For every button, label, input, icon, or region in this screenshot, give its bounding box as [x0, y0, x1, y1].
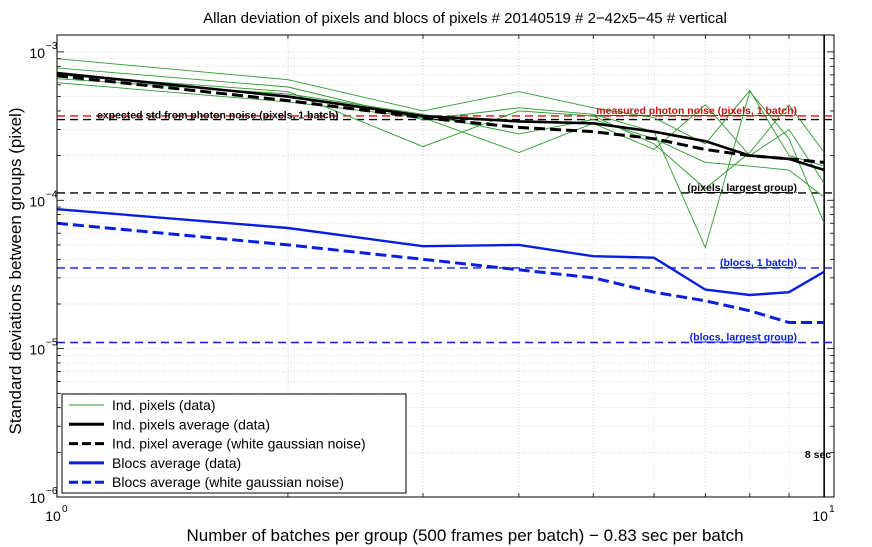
y-tick-label: 10 −4 [29, 189, 57, 209]
y-tick-base: 10 [29, 193, 45, 209]
reference-line-label: (blocs, 1 batch) [720, 257, 797, 269]
individual-pixel-line [56, 78, 825, 198]
legend-entry: Blocs average (data) [112, 455, 241, 471]
reference-line-label: (pixels, largest group) [687, 182, 797, 194]
x-tick-label: 10 0 [45, 504, 68, 524]
blocs-average-gaussian-line [56, 221, 825, 324]
reference-line-label: measured photon noise (pixels, 1 batch) [596, 105, 797, 117]
individual-pixel-line [56, 58, 825, 167]
y-tick-label: 10 −3 [29, 41, 57, 61]
legend-entry: Ind. pixels average (data) [112, 416, 270, 432]
y-tick-exponent: −4 [46, 189, 58, 200]
y-tick-label: 10 −6 [29, 486, 57, 506]
y-axis-label: Standard deviations between groups (pixe… [6, 108, 25, 435]
x-tick-exponent: 0 [62, 504, 68, 515]
legend-entry: Ind. pixel average (white gaussian noise… [112, 436, 366, 452]
vertical-marker-label: 8 sec [805, 449, 831, 461]
legend-entry: Blocs average (white gaussian noise) [112, 474, 344, 490]
individual-pixel-line [56, 67, 825, 249]
blocs-average-line [56, 208, 825, 297]
legend: Ind. pixels (data) Ind. pixels average (d… [61, 393, 407, 494]
pixel-average-gaussian-line [56, 74, 825, 164]
y-tick-base: 10 [29, 342, 45, 358]
axis-ticks: 10 0 10 110 −610 −510 −410 −3 [29, 35, 835, 524]
reference-line-label: expected std from photon noise (pixels, … [97, 110, 339, 122]
individual-pixel-line [56, 74, 825, 190]
reference-line-label: (blocs, largest group) [690, 331, 797, 343]
x-tick-exponent: 1 [829, 504, 835, 515]
y-tick-base: 10 [29, 45, 45, 61]
legend-box [61, 393, 407, 494]
y-tick-exponent: −3 [46, 41, 58, 52]
data-series [56, 58, 825, 324]
y-tick-base: 10 [29, 490, 45, 506]
y-tick-exponent: −6 [46, 486, 58, 497]
chart-title: Allan deviation of pixels and blocs of p… [203, 10, 727, 27]
annotations: measured photon noise (pixels, 1 batch) e… [97, 105, 831, 461]
reference-lines [57, 35, 834, 497]
x-tick-base: 10 [45, 508, 61, 524]
pixels-average-line [56, 71, 825, 172]
x-tick-label: 10 1 [812, 504, 835, 524]
y-tick-label: 10 −5 [29, 338, 57, 358]
grid-lines [57, 35, 834, 497]
x-axis-label: Number of batches per group (500 frames … [186, 526, 743, 545]
legend-entry: Ind. pixels (data) [112, 397, 216, 413]
plot-frame [56, 34, 835, 498]
x-tick-base: 10 [812, 508, 828, 524]
y-tick-exponent: −5 [46, 338, 58, 349]
